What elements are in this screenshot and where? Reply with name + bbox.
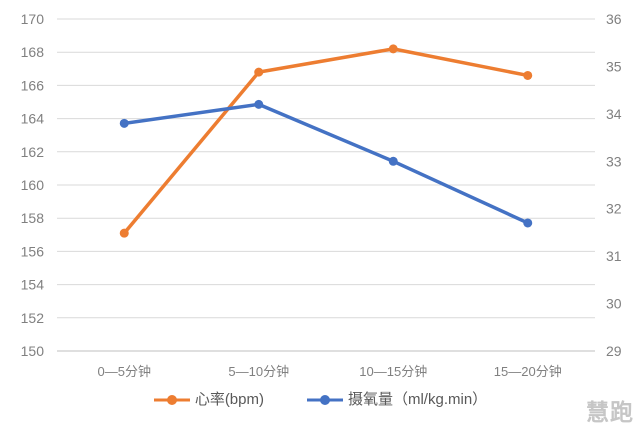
data-point-heart-rate[interactable]	[388, 44, 398, 54]
left-axis-tick-label: 158	[21, 210, 45, 226]
right-axis-tick-label: 33	[606, 153, 622, 169]
legend-label-heart-rate: 心率(bpm)	[194, 391, 264, 408]
legend-item-heart-rate[interactable]: 心率(bpm)	[153, 392, 264, 407]
right-axis-tick-label: 35	[606, 58, 622, 74]
left-axis-tick-label: 152	[21, 310, 45, 326]
legend-dot	[319, 394, 330, 405]
x-axis-category-label: 15—20分钟	[494, 364, 562, 379]
right-axis-tick-label: 29	[606, 343, 622, 359]
oxygen-uptake-legend-marker	[306, 394, 343, 405]
left-axis-tick-label: 164	[21, 111, 45, 127]
right-axis-tick-label: 36	[606, 11, 622, 27]
right-axis-tick-label: 30	[606, 296, 622, 312]
chart-legend: 心率(bpm) 摄氧量（ml/kg.min）	[0, 392, 640, 407]
left-axis-tick-label: 170	[21, 11, 45, 27]
left-axis-tick-label: 160	[21, 177, 45, 193]
heart-rate-legend-marker	[153, 394, 190, 405]
right-axis-tick-label: 32	[606, 201, 622, 217]
series-line-oxygen-uptake	[122, 102, 530, 225]
right-axis-tick-label: 34	[606, 106, 622, 122]
data-point-oxygen-uptake[interactable]	[388, 156, 398, 166]
data-point-heart-rate[interactable]	[254, 67, 264, 77]
data-point-oxygen-uptake[interactable]	[119, 118, 129, 128]
left-axis-tick-label: 156	[21, 243, 45, 259]
left-axis-tick-label: 166	[21, 77, 45, 93]
x-axis-category-label: 5—10分钟	[228, 364, 289, 379]
watermark-huipao: 慧跑	[586, 399, 634, 425]
legend-label-oxygen-uptake: 摄氧量（ml/kg.min）	[347, 391, 488, 408]
legend-item-oxygen-uptake[interactable]: 摄氧量（ml/kg.min）	[306, 392, 487, 407]
data-point-heart-rate[interactable]	[119, 228, 129, 238]
left-axis-tick-label: 168	[21, 44, 45, 60]
data-point-heart-rate[interactable]	[523, 70, 533, 80]
left-axis-tick-label: 150	[21, 343, 45, 359]
right-axis-tick-label: 31	[606, 248, 622, 264]
left-axis-tick-label: 162	[21, 144, 45, 160]
data-point-oxygen-uptake[interactable]	[254, 99, 264, 109]
legend-dot	[166, 394, 177, 405]
data-point-oxygen-uptake[interactable]	[523, 218, 533, 228]
series-line-heart-rate	[122, 47, 530, 235]
x-axis-category-label: 10—15分钟	[359, 364, 427, 379]
x-axis-category-label: 0—5分钟	[98, 364, 151, 379]
left-axis-tick-label: 154	[21, 277, 45, 293]
